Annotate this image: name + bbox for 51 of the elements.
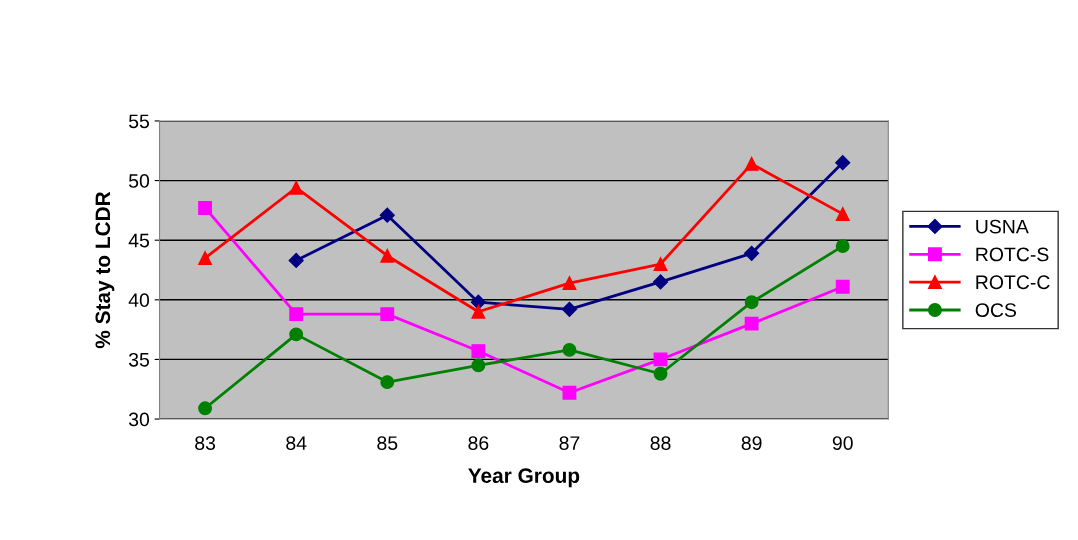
- point: [471, 358, 486, 373]
- point: [653, 366, 668, 381]
- point: [835, 239, 850, 254]
- point: [835, 279, 850, 294]
- y-tick-label: 35: [128, 352, 150, 367]
- point: [562, 276, 577, 291]
- point: [288, 252, 304, 269]
- y-tick-label: 50: [128, 174, 150, 188]
- point: [289, 180, 304, 195]
- x-tick-label: 83: [195, 436, 216, 450]
- x-tick-label: 84: [286, 436, 307, 450]
- legend-label: ROTC-C: [976, 275, 1050, 290]
- x-axis-title: Year Group: [468, 468, 580, 488]
- point: [653, 257, 668, 271]
- point: [562, 385, 577, 400]
- y-tick-label: 55: [128, 114, 150, 129]
- point: [561, 301, 578, 317]
- x-tick-label: 89: [741, 436, 762, 450]
- y-tick-label: 40: [128, 293, 150, 308]
- y-tick-label: 30: [128, 412, 150, 427]
- point: [744, 156, 759, 171]
- point: [744, 295, 759, 310]
- point: [471, 304, 486, 319]
- point: [380, 248, 395, 263]
- point: [471, 344, 486, 359]
- point: [835, 155, 851, 171]
- x-tick-label: 88: [650, 436, 671, 450]
- point: [380, 307, 395, 322]
- point: [379, 207, 395, 223]
- point: [835, 207, 850, 221]
- x-tick-label: 90: [832, 436, 853, 450]
- point: [380, 375, 395, 390]
- point: [652, 274, 669, 290]
- point: [562, 342, 577, 357]
- point: [198, 251, 213, 266]
- point: [744, 316, 759, 331]
- x-tick-label: 86: [468, 436, 489, 450]
- point: [198, 201, 213, 215]
- legend-label: USNA: [976, 219, 1029, 234]
- point: [289, 327, 304, 342]
- x-tick-label: 87: [559, 436, 580, 450]
- point: [289, 307, 304, 322]
- point: [653, 352, 668, 367]
- x-tick-label: 85: [377, 436, 398, 450]
- legend-label: OCS: [975, 303, 1017, 317]
- point: [744, 245, 760, 261]
- y-tick-label: 45: [128, 233, 150, 248]
- point: [470, 294, 486, 310]
- y-axis-title: % Stay to LCDR: [95, 191, 115, 349]
- legend-label: ROTC-S: [976, 247, 1049, 262]
- point: [198, 401, 213, 416]
